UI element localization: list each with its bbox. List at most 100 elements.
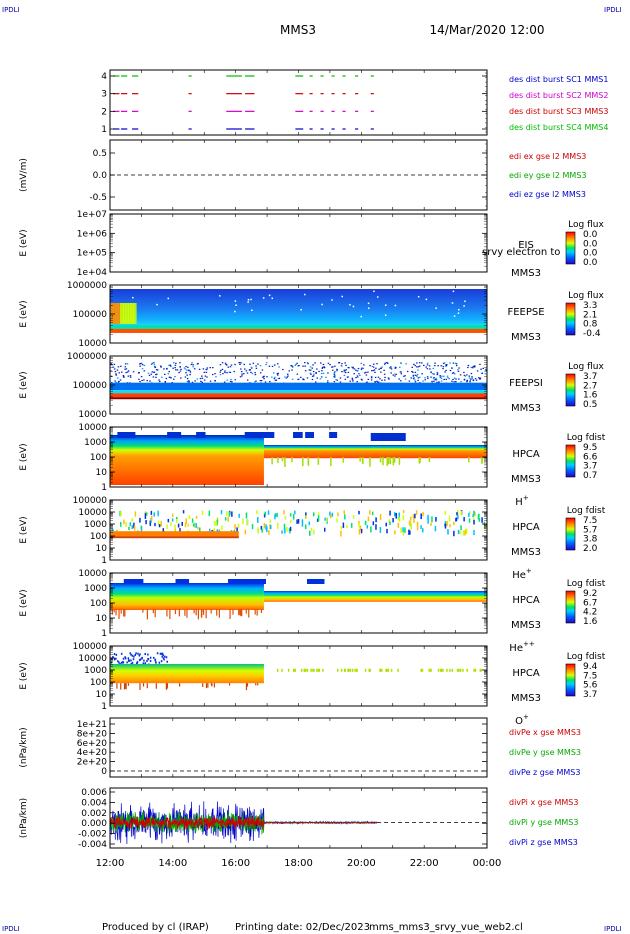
hpca_he-count-dot xyxy=(269,524,271,530)
feepsi-count-dot xyxy=(321,367,324,369)
feepsi-count-dot xyxy=(416,375,418,377)
feepse-gap xyxy=(132,296,134,299)
feepsi-count-dot xyxy=(184,368,187,370)
feepsi-count-dot xyxy=(201,375,203,377)
hpca_h-spacecraft-label: MMS3 xyxy=(511,474,541,485)
hpca_he-count-dot xyxy=(409,530,411,535)
hpca_he-count-dot xyxy=(208,528,211,534)
hpca_o-count-dot xyxy=(118,661,120,664)
feepsi-count-dot xyxy=(205,368,208,371)
hpca_o-count-dot xyxy=(166,660,168,663)
feepsi-count-dot xyxy=(333,372,336,374)
feepsi-count-dot xyxy=(276,363,279,365)
hpca_h-low-tail xyxy=(291,457,293,463)
feepsi-count-dot xyxy=(204,375,207,377)
feepse-flux-band-mid xyxy=(110,324,487,329)
feepsi-count-dot xyxy=(331,366,333,368)
hpca_o-flux-dot xyxy=(306,668,309,672)
feepsi-count-dot xyxy=(150,373,153,375)
feepsi-spacecraft-label: MMS3 xyxy=(511,403,541,414)
feepsi-count-dot xyxy=(414,364,417,367)
feepsi-count-dot xyxy=(351,377,354,379)
hpca_he-count-dot xyxy=(256,510,258,515)
hpca_o-flux-dot xyxy=(340,668,343,672)
hpca_h-low-tail xyxy=(307,457,309,465)
feepsi-count-dot xyxy=(347,371,350,374)
feepsi-count-dot xyxy=(315,381,317,383)
feepsi-count-dot xyxy=(416,362,418,364)
feepsi-count-dot xyxy=(424,377,426,379)
hpca_o-count-dot xyxy=(139,653,141,656)
feepsi-count-dot xyxy=(331,369,334,371)
feepsi-count-dot xyxy=(440,377,443,380)
feepsi-count-dot xyxy=(471,367,474,369)
hpca_he-count-dot xyxy=(150,515,153,521)
hpca_o-colorbar-tick: 5.6 xyxy=(583,681,598,691)
feepsi-count-dot xyxy=(370,377,373,379)
feepsi-count-dot xyxy=(150,363,153,366)
hpca_he-count-dot xyxy=(208,510,211,517)
feepsi-count-dot xyxy=(480,368,482,370)
hpca_o-count-dot xyxy=(162,654,164,657)
burst-ytick-label: 1 xyxy=(101,125,107,135)
feepsi-count-dot xyxy=(436,372,439,374)
hpca_he-count-dot xyxy=(340,526,343,530)
feepsi-count-dot xyxy=(485,368,487,370)
hpca_he-count-dot xyxy=(257,528,259,534)
feepse-gap xyxy=(458,308,460,311)
hpca_o-count-dot xyxy=(127,657,130,660)
feepsi-count-dot xyxy=(416,373,419,376)
feepse-burst-column xyxy=(122,303,127,324)
hpca_he-count-dot xyxy=(128,526,130,531)
divpi-ytick-label: 0.006 xyxy=(81,788,107,798)
divpi-legend-3: divPi z gse MMS3 xyxy=(509,838,578,847)
hpca_he-count-dot xyxy=(463,530,465,536)
feepsi-count-dot xyxy=(394,375,396,377)
hpca_o-flux-dot xyxy=(343,668,346,672)
feepsi-count-dot xyxy=(371,365,374,368)
hpca_o-flux-dot xyxy=(459,668,462,672)
hpca_he-count-dot xyxy=(182,510,185,514)
feepsi-count-dot xyxy=(320,372,323,375)
hpca_o-ytick-label: 100 xyxy=(90,678,107,688)
hpca_hepp-low-tail xyxy=(245,609,247,614)
hpca_h-low-tail xyxy=(389,457,392,465)
feepsi-count-dot xyxy=(448,378,450,380)
feepsi-count-dot xyxy=(291,365,293,368)
feepsi-count-dot xyxy=(196,378,199,380)
feepsi-count-dot xyxy=(312,370,315,373)
hpca_he-count-dot xyxy=(226,511,228,516)
feepsi-count-dot xyxy=(408,380,411,382)
feepsi-count-dot xyxy=(249,369,251,371)
hpca_h-low-tail xyxy=(281,457,284,462)
hpca_hepp-low-tail xyxy=(120,609,122,614)
feepsi-count-dot xyxy=(356,375,359,377)
feepsi-count-dot xyxy=(119,379,122,381)
feepsi-count-dot xyxy=(392,374,395,376)
hpca_hepp-low-tail xyxy=(256,609,258,616)
feepse-gap xyxy=(435,307,437,309)
hpca_o-ytick-label: 10000 xyxy=(78,654,107,664)
time-tick-label: 22:00 xyxy=(410,858,439,869)
feepsi-count-dot xyxy=(188,381,190,383)
hpca_o-count-dot xyxy=(130,653,132,656)
hpca_he-count-dot xyxy=(257,516,259,523)
divpe-legend-3: divPe z gse MMS3 xyxy=(509,768,580,777)
hpca_o-count-dot xyxy=(165,656,168,659)
feepsi-count-dot xyxy=(212,367,214,369)
feepsi-count-dot xyxy=(320,376,323,378)
hpca_o-colorbar xyxy=(565,663,576,697)
feepsi-count-dot xyxy=(346,376,349,378)
hpca_he-count-dot xyxy=(324,517,326,521)
hpca_h-low-tail xyxy=(387,457,390,465)
hpca_he-count-dot xyxy=(195,523,197,528)
burst-ytick-label: 4 xyxy=(101,72,107,82)
hpca_o-flux-dot xyxy=(287,668,290,672)
feepsi-count-dot xyxy=(168,364,171,366)
feepsi-count-dot xyxy=(336,368,338,370)
hpca_o-flux-dot xyxy=(347,668,349,672)
feepsi-count-dot xyxy=(169,364,172,366)
feepsi-count-dot xyxy=(417,377,420,379)
